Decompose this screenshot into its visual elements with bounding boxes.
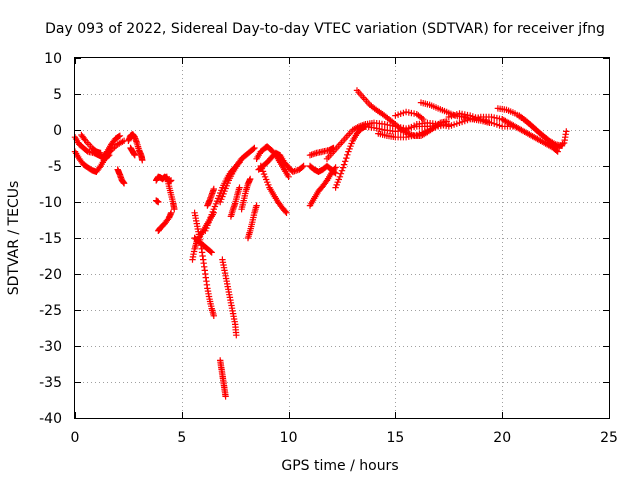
data-points: [71, 87, 570, 400]
series-arc-9: [153, 197, 162, 206]
grid: [75, 58, 609, 418]
series-arc-15: [204, 185, 217, 209]
x-tick-label: 25: [600, 430, 618, 446]
y-tick-label: -35: [39, 375, 62, 391]
x-axis-title: GPS time / hours: [281, 458, 398, 474]
data-point-markers: [125, 131, 146, 164]
data-point-markers: [332, 123, 369, 191]
data-point-markers: [78, 131, 104, 157]
series-arc-17: [217, 144, 258, 206]
series-arc-11: [163, 173, 178, 213]
data-point-markers: [219, 256, 240, 339]
data-point-markers: [163, 173, 178, 213]
data-point-markers: [323, 119, 442, 162]
data-point-markers: [153, 197, 162, 206]
data-point-markers: [499, 116, 561, 155]
data-point-markers: [155, 209, 175, 234]
series-arc-39: [516, 112, 570, 152]
data-point-markers: [191, 234, 215, 256]
y-tick-label: -5: [48, 159, 62, 175]
series-arc-29: [323, 119, 442, 162]
data-point-markers: [204, 185, 217, 209]
data-point-markers: [244, 202, 260, 242]
series-arc-28: [306, 144, 337, 159]
y-tick-label: -15: [39, 231, 62, 247]
data-point-markers: [445, 110, 517, 130]
data-point-markers: [227, 184, 243, 220]
data-point-markers: [127, 144, 138, 159]
x-tick-label: 15: [386, 430, 404, 446]
series-arc-19: [217, 357, 229, 400]
plot-frame: [74, 57, 610, 419]
series-arc-3: [78, 131, 104, 157]
data-point-markers: [217, 357, 229, 400]
x-tick-label: 0: [71, 430, 80, 446]
y-tick-label: 10: [44, 51, 62, 67]
y-tick-label: 0: [53, 123, 62, 139]
series-arc-21: [238, 175, 254, 213]
series-arc-27: [306, 162, 339, 177]
chart-title: Day 093 of 2022, Sidereal Day-to-day VTE…: [45, 21, 605, 37]
data-point-markers: [306, 162, 339, 177]
data-point-markers: [392, 108, 427, 123]
data-point-markers: [516, 112, 570, 152]
data-point-markers: [375, 121, 452, 141]
series-arc-30: [332, 123, 369, 191]
series-arc-20: [227, 184, 243, 220]
x-tick-label: 20: [493, 430, 511, 446]
series-arc-7: [127, 144, 138, 159]
y-tick-label: -10: [39, 195, 62, 211]
data-point-markers: [103, 137, 128, 159]
data-point-markers: [257, 162, 290, 216]
axis-ticks: [75, 58, 610, 419]
data-point-markers: [114, 166, 128, 187]
series-arc-5: [114, 166, 128, 187]
series-arc-36: [445, 110, 517, 130]
y-tick-label: -30: [39, 339, 62, 355]
series-arc-10: [155, 209, 175, 234]
series-arc-6: [125, 131, 146, 164]
y-tick-label: -20: [39, 267, 62, 283]
y-tick-labels: 10 5 0 -5 -10 -15 -20 -25 -30 -35 -40: [39, 51, 62, 427]
x-tick-labels: 0 5 10 15 20 25: [71, 430, 618, 446]
series-arc-38: [499, 116, 561, 155]
series-arc-4: [103, 137, 128, 159]
series-arc-18: [219, 256, 240, 339]
series-arc-14: [191, 234, 215, 256]
y-tick-label: -25: [39, 303, 62, 319]
data-point-markers: [217, 144, 258, 206]
x-tick-label: 10: [280, 430, 298, 446]
x-tick-label: 5: [177, 430, 186, 446]
series-arc-33: [375, 121, 452, 141]
y-axis-title: SDTVAR / TECUs: [6, 181, 22, 296]
series-arc-34: [392, 108, 427, 123]
series-arc-25: [257, 162, 290, 216]
data-point-markers: [306, 144, 337, 159]
y-tick-label: 5: [53, 87, 62, 103]
data-point-markers: [238, 175, 254, 213]
series-arc-22: [244, 202, 260, 242]
y-tick-label: -40: [39, 411, 62, 427]
